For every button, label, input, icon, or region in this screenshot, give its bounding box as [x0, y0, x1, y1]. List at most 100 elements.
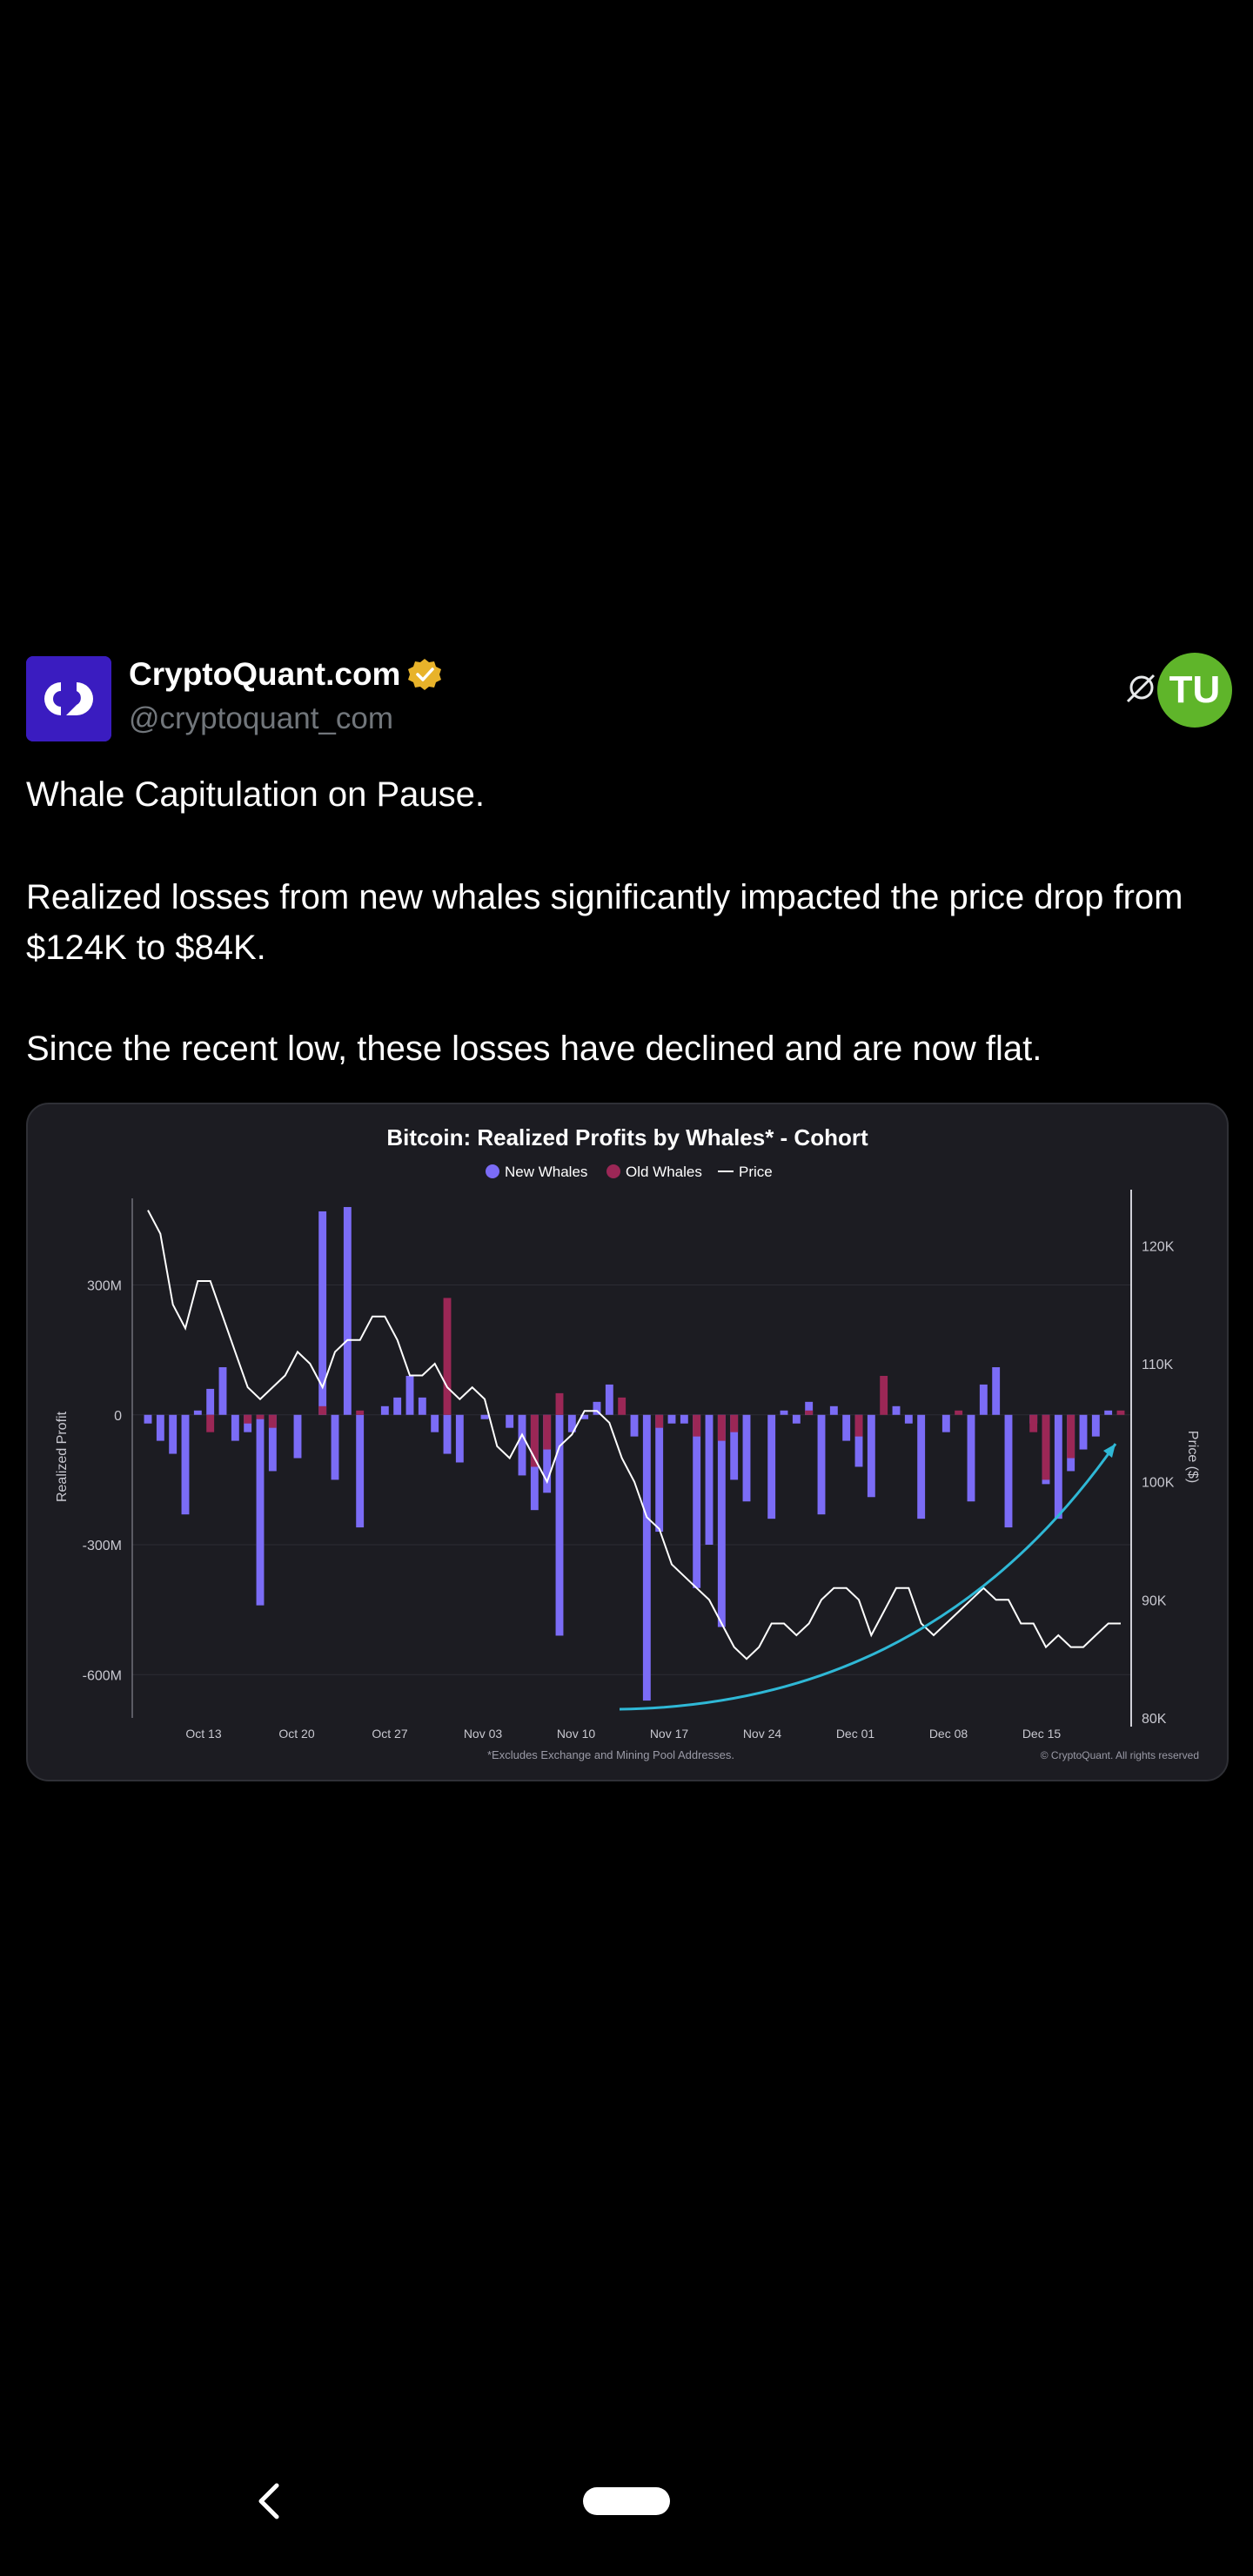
bar-new-whales: [730, 1414, 739, 1480]
author-handle[interactable]: @cryptoquant_com: [129, 701, 394, 735]
bar-old-whales: [618, 1397, 626, 1415]
x-tick-label: Dec 01: [836, 1727, 875, 1741]
bar-old-whales: [730, 1414, 739, 1432]
post-text-paragraph-2: Since the recent low, these losses have …: [26, 1030, 1042, 1068]
bar-old-whales: [805, 1410, 814, 1415]
bar-new-whales: [1004, 1414, 1013, 1528]
bar-new-whales: [792, 1414, 801, 1424]
bar-new-whales: [1104, 1410, 1113, 1415]
bar-new-whales: [268, 1414, 277, 1472]
bar-new-whales: [655, 1414, 664, 1533]
x-tick-label: Nov 10: [557, 1727, 596, 1741]
bar-new-whales: [343, 1206, 352, 1415]
bar-new-whales: [181, 1414, 190, 1515]
bar-new-whales: [169, 1414, 178, 1454]
bar-new-whales: [904, 1414, 913, 1424]
bar-new-whales: [518, 1414, 526, 1476]
bar-new-whales: [193, 1410, 202, 1415]
bar-old-whales: [356, 1410, 365, 1415]
bar-old-whales: [206, 1414, 215, 1432]
bar-old-whales: [1042, 1414, 1050, 1480]
bar-new-whales: [331, 1414, 339, 1480]
bar-old-whales: [880, 1375, 888, 1415]
y-tick-label: -600M: [83, 1668, 122, 1683]
y-tick-label: -300M: [83, 1539, 122, 1553]
y-tick-label: 0: [114, 1409, 122, 1424]
bar-new-whales: [892, 1405, 901, 1415]
bar-new-whales: [717, 1414, 726, 1627]
bar-new-whales: [593, 1401, 601, 1415]
bar-new-whales: [293, 1414, 302, 1459]
bar-new-whales: [941, 1414, 950, 1432]
y2-axis-label: Price ($): [1185, 1431, 1200, 1483]
bar-new-whales: [817, 1414, 826, 1515]
legend-new-whales: New Whales: [505, 1164, 587, 1180]
bar-new-whales: [218, 1367, 227, 1415]
bar-old-whales: [717, 1414, 726, 1441]
bar-new-whales: [967, 1414, 975, 1502]
x-tick-label: Nov 24: [743, 1727, 782, 1741]
bar-new-whales: [780, 1410, 788, 1415]
chart-image[interactable]: Bitcoin: Realized Profits by Whales* - C…: [26, 1103, 1229, 1781]
chart-title: Bitcoin: Realized Profits by Whales* - C…: [386, 1124, 868, 1150]
home-indicator[interactable]: [583, 2487, 670, 2515]
bar-old-whales: [530, 1414, 539, 1467]
bar-new-whales: [580, 1414, 589, 1419]
x-tick-label: Dec 08: [929, 1727, 968, 1741]
bar-new-whales: [231, 1414, 239, 1441]
bar-new-whales: [443, 1414, 452, 1454]
link-icon[interactable]: [1122, 668, 1161, 707]
bar-new-whales: [680, 1414, 688, 1424]
cryptoquant-logo-icon: [26, 656, 111, 741]
chart-legend: New Whales Old Whales Price: [486, 1164, 773, 1180]
realized-profits-chart: Bitcoin: Realized Profits by Whales* - C…: [55, 1124, 1200, 1761]
bar-old-whales: [443, 1298, 452, 1415]
tu-badge[interactable]: TU: [1157, 653, 1232, 728]
bar-new-whales: [318, 1211, 327, 1415]
bar-new-whales: [667, 1414, 676, 1424]
bar-new-whales: [1079, 1414, 1088, 1450]
x-tick-label: Oct 27: [372, 1727, 407, 1741]
bar-old-whales: [244, 1414, 252, 1424]
y2-tick-label: 120K: [1142, 1239, 1175, 1254]
bar-old-whales: [543, 1414, 552, 1450]
bar-new-whales: [418, 1397, 426, 1415]
legend-old-whales: Old Whales: [626, 1164, 702, 1180]
bar-new-whales: [356, 1414, 365, 1528]
bar-old-whales: [693, 1414, 701, 1437]
back-icon[interactable]: [252, 2480, 287, 2522]
x-tick-label: Nov 03: [464, 1727, 503, 1741]
author-name[interactable]: CryptoQuant.com: [129, 656, 401, 692]
y2-tick-label: 110K: [1142, 1358, 1174, 1372]
legend-old-whales-marker: [606, 1164, 620, 1178]
bar-old-whales: [854, 1414, 863, 1437]
bar-old-whales: [268, 1414, 277, 1428]
bar-new-whales: [705, 1414, 714, 1545]
bar-new-whales: [506, 1414, 514, 1428]
bar-new-whales: [742, 1414, 751, 1502]
x-tick-label: Dec 15: [1022, 1727, 1062, 1741]
chart-footnote: *Excludes Exchange and Mining Pool Addre…: [487, 1748, 734, 1761]
bar-new-whales: [555, 1414, 564, 1636]
bar-new-whales: [1054, 1414, 1062, 1519]
chart-copyright: © CryptoQuant. All rights reserved: [1041, 1749, 1199, 1761]
x-tick-label: Oct 13: [185, 1727, 221, 1741]
author-avatar[interactable]: [26, 656, 111, 741]
bar-old-whales: [655, 1414, 664, 1428]
trend-arrow: [619, 1443, 1117, 1711]
y2-tick-label: 100K: [1142, 1476, 1175, 1491]
bar-new-whales: [156, 1414, 164, 1441]
bar-new-whales: [829, 1405, 838, 1415]
bar-new-whales: [642, 1414, 651, 1701]
bar-new-whales: [405, 1375, 414, 1415]
bar-old-whales: [318, 1405, 327, 1415]
bar-new-whales: [380, 1405, 389, 1415]
bar-new-whales: [480, 1414, 489, 1419]
y-axis-label: Realized Profit: [55, 1411, 70, 1502]
bar-new-whales: [867, 1414, 875, 1498]
bar-new-whales: [630, 1414, 639, 1437]
bar-new-whales: [1091, 1414, 1100, 1437]
bar-new-whales: [917, 1414, 926, 1519]
y2-tick-label: 90K: [1142, 1593, 1167, 1608]
bar-new-whales: [992, 1367, 1001, 1415]
